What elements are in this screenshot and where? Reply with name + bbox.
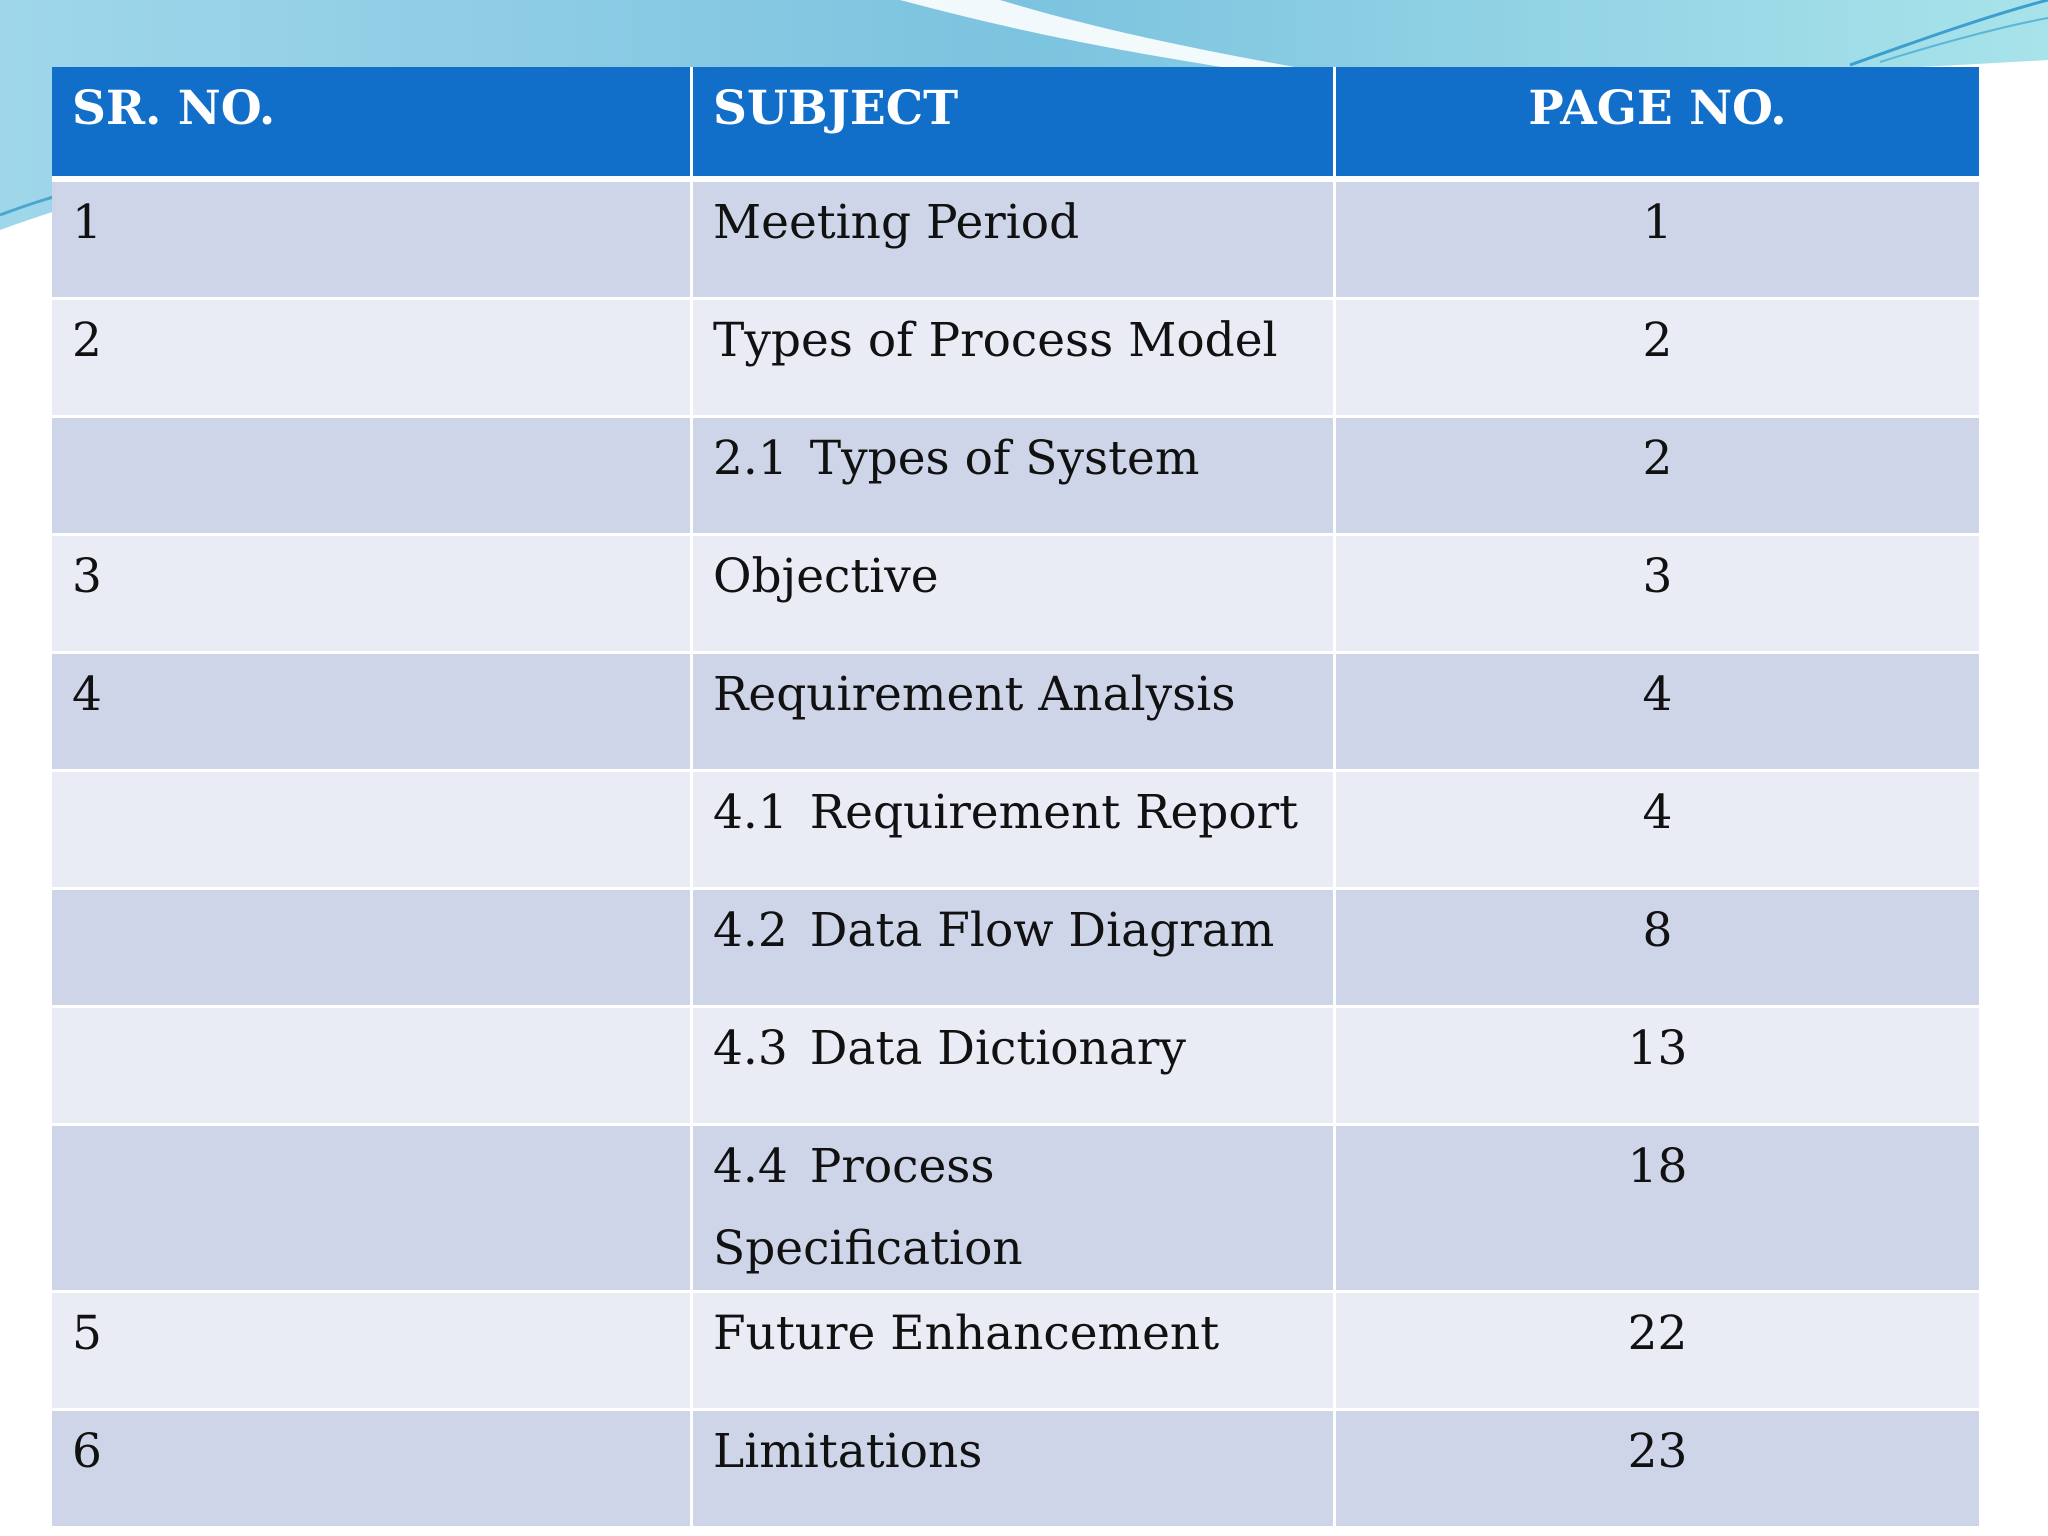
subject-cell: Requirement Analysis <box>693 654 1336 772</box>
page-no-cell: 4 <box>1336 772 1979 890</box>
subject-text: Meeting Period <box>713 195 1080 250</box>
page-no-cell: 2 <box>1336 300 1979 418</box>
subject-text: Data Dictionary <box>809 1021 1186 1076</box>
subject-cell: Meeting Period <box>693 182 1336 300</box>
sr-no-cell: 6 <box>52 1411 693 1529</box>
subject-text: Types of System <box>809 431 1200 486</box>
section-number: 4.2 <box>713 903 788 958</box>
sr-no-cell <box>52 772 693 890</box>
subject-cell: 4.4 Process Specification <box>693 1126 1336 1293</box>
page-no-cell: 3 <box>1336 536 1979 654</box>
subject-cell: 4.1 Requirement Report <box>693 772 1336 890</box>
sr-no-cell <box>52 890 693 1008</box>
page-no-cell: 18 <box>1336 1126 1979 1293</box>
sr-no-cell: 1 <box>52 182 693 300</box>
header-sr-no: SR. NO. <box>52 67 693 182</box>
table-row: 4.1 Requirement Report 4 <box>52 772 1979 890</box>
subject-cell: 4.3 Data Dictionary <box>693 1008 1336 1126</box>
sr-no-cell <box>52 418 693 536</box>
header-row: SR. NO. SUBJECT PAGE NO. <box>52 67 1979 182</box>
subject-text: Limitations <box>713 1424 983 1479</box>
subject-text: Future Enhancement <box>713 1306 1220 1361</box>
section-number: 4.3 <box>713 1021 788 1076</box>
subject-text: Types of Process Model <box>713 313 1278 368</box>
table-row: 3 Objective 3 <box>52 536 1979 654</box>
page-no-cell: 2 <box>1336 418 1979 536</box>
table-row: 1 Meeting Period 1 <box>52 182 1979 300</box>
table-row: 2 Types of Process Model 2 <box>52 300 1979 418</box>
header-page-no: PAGE NO. <box>1336 67 1979 182</box>
section-number: 2.1 <box>713 431 788 486</box>
table-row: 4.2 Data Flow Diagram 8 <box>52 890 1979 1008</box>
table-row: 5 Future Enhancement 22 <box>52 1293 1979 1411</box>
page-no-cell: 1 <box>1336 182 1979 300</box>
subject-cell: Types of Process Model <box>693 300 1336 418</box>
section-number: 4.1 <box>713 785 788 840</box>
page-no-cell: 22 <box>1336 1293 1979 1411</box>
subject-text: Requirement Report <box>809 785 1299 840</box>
sr-no-cell <box>52 1008 693 1126</box>
page-no-cell: 13 <box>1336 1008 1979 1126</box>
sr-no-cell: 5 <box>52 1293 693 1411</box>
table-row: 4.4 Process Specification 18 <box>52 1126 1979 1293</box>
page-no-cell: 23 <box>1336 1411 1979 1529</box>
table-row: 4.3 Data Dictionary 13 <box>52 1008 1979 1126</box>
section-number: 4.4 <box>713 1139 788 1194</box>
header-subject: SUBJECT <box>693 67 1336 182</box>
subject-text: Process Specification <box>713 1139 1023 1276</box>
table-row: 4 Requirement Analysis 4 <box>52 654 1979 772</box>
subject-text: Objective <box>713 549 939 604</box>
subject-text: Requirement Analysis <box>713 667 1236 722</box>
subject-cell: 2.1 Types of System <box>693 418 1336 536</box>
subject-cell: Future Enhancement <box>693 1293 1336 1411</box>
subject-cell: Objective <box>693 536 1336 654</box>
page-no-cell: 8 <box>1336 890 1979 1008</box>
subject-cell: 4.2 Data Flow Diagram <box>693 890 1336 1008</box>
table-of-contents: SR. NO. SUBJECT PAGE NO. 1 Meeting Perio… <box>52 67 1979 1529</box>
sr-no-cell: 2 <box>52 300 693 418</box>
page-no-cell: 4 <box>1336 654 1979 772</box>
subject-text: Data Flow Diagram <box>809 903 1275 958</box>
sr-no-cell: 4 <box>52 654 693 772</box>
subject-cell: Limitations <box>693 1411 1336 1529</box>
table-row: 6 Limitations 23 <box>52 1411 1979 1529</box>
sr-no-cell: 3 <box>52 536 693 654</box>
sr-no-cell <box>52 1126 693 1293</box>
table-row: 2.1 Types of System 2 <box>52 418 1979 536</box>
